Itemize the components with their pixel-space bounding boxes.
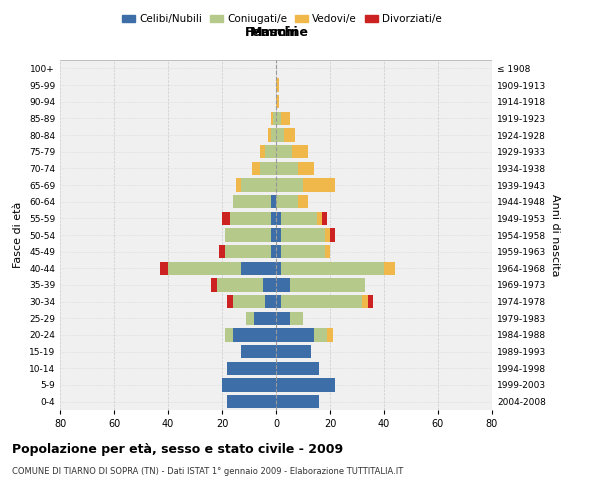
Bar xyxy=(281,112,290,125)
Bar xyxy=(284,128,295,141)
Bar xyxy=(290,312,303,325)
Bar xyxy=(298,195,308,208)
Bar xyxy=(227,295,233,308)
Bar xyxy=(317,212,322,225)
Bar xyxy=(276,328,314,342)
Bar xyxy=(233,195,271,208)
Bar xyxy=(263,278,276,291)
Bar xyxy=(368,295,373,308)
Bar xyxy=(247,312,254,325)
Bar xyxy=(225,328,233,342)
Bar xyxy=(222,212,230,225)
Bar xyxy=(292,145,308,158)
Bar xyxy=(271,128,276,141)
Bar xyxy=(252,162,260,175)
Bar xyxy=(254,312,276,325)
Bar xyxy=(225,228,271,241)
Bar xyxy=(276,312,290,325)
Bar xyxy=(276,245,281,258)
Bar xyxy=(227,362,276,375)
Bar xyxy=(276,78,278,92)
Text: Popolazione per età, sesso e stato civile - 2009: Popolazione per età, sesso e stato civil… xyxy=(12,442,343,456)
Bar xyxy=(260,162,276,175)
Bar xyxy=(276,228,281,241)
Text: Femmine: Femmine xyxy=(245,26,310,39)
Bar xyxy=(235,178,241,192)
Legend: Celibi/Nubili, Coniugati/e, Vedovi/e, Divorziati/e: Celibi/Nubili, Coniugati/e, Vedovi/e, Di… xyxy=(118,10,446,29)
Y-axis label: Anni di nascita: Anni di nascita xyxy=(550,194,560,276)
Bar xyxy=(330,228,335,241)
Bar xyxy=(230,212,271,225)
Bar xyxy=(217,278,263,291)
Bar xyxy=(325,228,330,241)
Bar xyxy=(276,162,298,175)
Bar xyxy=(314,328,328,342)
Bar xyxy=(276,212,281,225)
Bar xyxy=(276,295,281,308)
Bar xyxy=(160,262,168,275)
Bar xyxy=(281,228,325,241)
Bar xyxy=(290,278,365,291)
Bar xyxy=(281,212,317,225)
Bar xyxy=(281,262,384,275)
Text: COMUNE DI TIARNO DI SOPRA (TN) - Dati ISTAT 1° gennaio 2009 - Elaborazione TUTTI: COMUNE DI TIARNO DI SOPRA (TN) - Dati IS… xyxy=(12,468,403,476)
Bar xyxy=(271,112,274,125)
Bar xyxy=(303,178,335,192)
Bar xyxy=(241,345,276,358)
Bar xyxy=(276,128,284,141)
Bar xyxy=(271,195,276,208)
Bar xyxy=(241,262,276,275)
Text: Maschi: Maschi xyxy=(250,26,299,39)
Bar xyxy=(276,278,290,291)
Bar xyxy=(276,262,281,275)
Bar xyxy=(271,245,276,258)
Bar xyxy=(227,395,276,408)
Bar xyxy=(211,278,217,291)
Bar xyxy=(362,295,368,308)
Bar xyxy=(233,328,276,342)
Bar xyxy=(276,195,298,208)
Bar xyxy=(276,178,303,192)
Bar xyxy=(225,245,271,258)
Bar xyxy=(168,262,241,275)
Bar xyxy=(281,245,325,258)
Bar xyxy=(271,228,276,241)
Bar xyxy=(260,145,265,158)
Bar xyxy=(276,112,281,125)
Bar xyxy=(276,145,292,158)
Bar xyxy=(384,262,395,275)
Bar xyxy=(271,212,276,225)
Bar xyxy=(222,378,276,392)
Bar xyxy=(241,178,276,192)
Bar xyxy=(276,345,311,358)
Bar xyxy=(281,295,362,308)
Bar xyxy=(276,95,278,108)
Bar xyxy=(276,378,335,392)
Bar xyxy=(274,112,276,125)
Bar xyxy=(265,295,276,308)
Bar xyxy=(328,328,332,342)
Bar xyxy=(276,362,319,375)
Bar xyxy=(325,245,330,258)
Bar xyxy=(265,145,276,158)
Bar xyxy=(276,395,319,408)
Bar xyxy=(220,245,224,258)
Bar xyxy=(322,212,328,225)
Bar xyxy=(233,295,265,308)
Y-axis label: Fasce di età: Fasce di età xyxy=(13,202,23,268)
Bar xyxy=(268,128,271,141)
Bar xyxy=(298,162,314,175)
